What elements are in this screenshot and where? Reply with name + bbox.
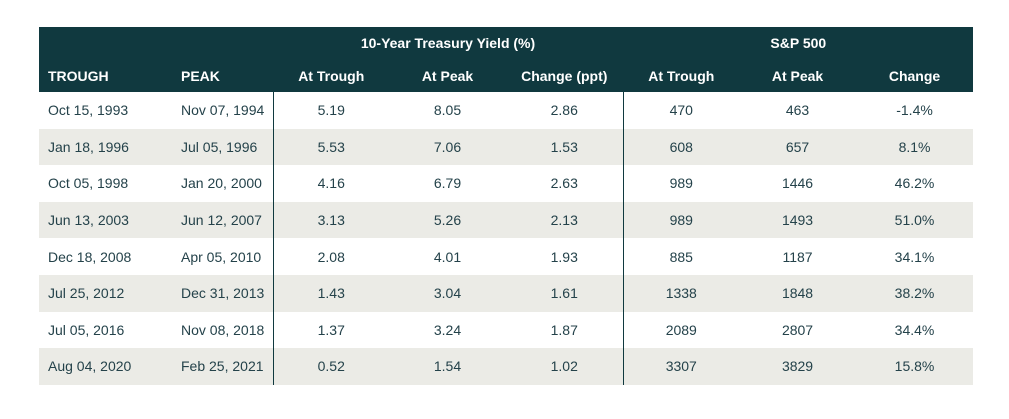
- header-column-row: TROUGH PEAK At Trough At Peak Change (pp…: [39, 59, 974, 92]
- column-header-peak: PEAK: [156, 59, 274, 92]
- sp-at-trough-cell: 470: [623, 92, 740, 129]
- table-row: Aug 04, 2020 Feb 25, 2021 0.52 1.54 1.02 3307…: [39, 348, 974, 385]
- sp-change-cell: 34.4%: [856, 311, 974, 349]
- sp-at-trough-cell: 885: [623, 238, 740, 275]
- yield-at-peak-cell: 5.26: [389, 201, 506, 239]
- yield-at-peak-cell: 7.06: [389, 128, 506, 166]
- sp-at-peak-cell: 1187: [739, 238, 857, 275]
- yield-change-cell: 2.13: [506, 201, 624, 239]
- column-header-yield-at-peak: At Peak: [389, 59, 506, 92]
- sp-at-trough-cell: 3307: [623, 348, 740, 385]
- column-header-yield-change: Change (ppt): [506, 59, 624, 92]
- yield-change-cell: 2.63: [506, 165, 624, 202]
- table-body: Oct 15, 1993 Nov 07, 1994 5.19 8.05 2.86 470 4…: [39, 92, 974, 385]
- header-group-row: 10-Year Treasury Yield (%) S&P 500: [39, 27, 974, 59]
- table-row: Oct 05, 1998 Jan 20, 2000 4.16 6.79 2.63 989 1…: [39, 165, 974, 202]
- table-row: Dec 18, 2008 Apr 05, 2010 2.08 4.01 1.93 885 1…: [39, 238, 974, 275]
- column-header-sp-at-trough: At Trough: [623, 59, 740, 92]
- sp-at-peak-cell: 463: [739, 92, 857, 129]
- sp-at-peak-cell: 3829: [739, 348, 857, 385]
- yield-change-cell: 2.86: [506, 92, 624, 129]
- trough-date-cell: Oct 05, 1998: [39, 165, 156, 202]
- peak-date-cell: Apr 05, 2010: [156, 238, 274, 275]
- yield-at-trough-cell: 5.19: [273, 92, 389, 129]
- trough-date-cell: Jun 13, 2003: [39, 201, 156, 239]
- yield-at-trough-cell: 1.37: [273, 311, 389, 349]
- sp-change-cell: 38.2%: [856, 274, 974, 312]
- sp-change-cell: 15.8%: [856, 348, 974, 385]
- sp-change-cell: 34.1%: [856, 238, 974, 275]
- yield-at-trough-cell: 3.13: [273, 201, 389, 239]
- sp-change-cell: 8.1%: [856, 128, 974, 166]
- table-row: Jun 13, 2003 Jun 12, 2007 3.13 5.26 2.13 989 1…: [39, 201, 974, 239]
- yield-change-cell: 1.02: [506, 348, 624, 385]
- sp-at-trough-cell: 608: [623, 128, 740, 166]
- sp-change-cell: -1.4%: [856, 92, 974, 129]
- sp-change-cell: 51.0%: [856, 201, 974, 239]
- table-row: Jul 25, 2012 Dec 31, 2013 1.43 3.04 1.61 1338…: [39, 274, 974, 312]
- table-row: Jul 05, 2016 Nov 08, 2018 1.37 3.24 1.87 2089…: [39, 311, 974, 349]
- peak-date-cell: Nov 08, 2018: [156, 311, 274, 349]
- trough-date-cell: Jul 25, 2012: [39, 274, 156, 312]
- header-group-dates: [39, 27, 274, 59]
- sp-at-peak-cell: 657: [739, 128, 857, 166]
- yield-at-peak-cell: 3.24: [389, 311, 506, 349]
- header-group-sp500: S&P 500: [623, 27, 974, 59]
- column-header-trough: TROUGH: [39, 59, 156, 92]
- trough-date-cell: Dec 18, 2008: [39, 238, 156, 275]
- sp-at-trough-cell: 1338: [623, 274, 740, 312]
- sp-at-peak-cell: 1848: [739, 274, 857, 312]
- yield-at-peak-cell: 8.05: [389, 92, 506, 129]
- yield-at-peak-cell: 4.01: [389, 238, 506, 275]
- column-header-yield-at-trough: At Trough: [273, 59, 389, 92]
- peak-date-cell: Jan 20, 2000: [156, 165, 274, 202]
- peak-date-cell: Feb 25, 2021: [156, 348, 274, 385]
- yield-sp500-table: 10-Year Treasury Yield (%) S&P 500 TROUG…: [39, 27, 974, 385]
- peak-date-cell: Dec 31, 2013: [156, 274, 274, 312]
- yield-change-cell: 1.53: [506, 128, 624, 166]
- sp-at-trough-cell: 989: [623, 165, 740, 202]
- trough-date-cell: Jul 05, 2016: [39, 311, 156, 349]
- table-header: 10-Year Treasury Yield (%) S&P 500 TROUG…: [39, 27, 974, 92]
- trough-date-cell: Aug 04, 2020: [39, 348, 156, 385]
- yield-at-trough-cell: 5.53: [273, 128, 389, 166]
- yield-change-cell: 1.87: [506, 311, 624, 349]
- column-header-sp-at-peak: At Peak: [739, 59, 857, 92]
- yield-at-peak-cell: 6.79: [389, 165, 506, 202]
- sp-at-trough-cell: 2089: [623, 311, 740, 349]
- yield-at-peak-cell: 3.04: [389, 274, 506, 312]
- sp-at-peak-cell: 1493: [739, 201, 857, 239]
- yield-at-trough-cell: 0.52: [273, 348, 389, 385]
- header-group-treasury: 10-Year Treasury Yield (%): [273, 27, 624, 59]
- data-table-container: 10-Year Treasury Yield (%) S&P 500 TROUG…: [39, 27, 974, 385]
- peak-date-cell: Jun 12, 2007: [156, 201, 274, 239]
- sp-at-peak-cell: 2807: [739, 311, 857, 349]
- peak-date-cell: Nov 07, 1994: [156, 92, 274, 129]
- yield-change-cell: 1.93: [506, 238, 624, 275]
- sp-at-peak-cell: 1446: [739, 165, 857, 202]
- trough-date-cell: Jan 18, 1996: [39, 128, 156, 166]
- yield-at-trough-cell: 1.43: [273, 274, 389, 312]
- yield-at-peak-cell: 1.54: [389, 348, 506, 385]
- column-header-sp-change: Change: [856, 59, 974, 92]
- table-row: Oct 15, 1993 Nov 07, 1994 5.19 8.05 2.86 470 4…: [39, 92, 974, 129]
- yield-change-cell: 1.61: [506, 274, 624, 312]
- sp-change-cell: 46.2%: [856, 165, 974, 202]
- trough-date-cell: Oct 15, 1993: [39, 92, 156, 129]
- yield-at-trough-cell: 4.16: [273, 165, 389, 202]
- table-row: Jan 18, 1996 Jul 05, 1996 5.53 7.06 1.53 608 6…: [39, 128, 974, 166]
- sp-at-trough-cell: 989: [623, 201, 740, 239]
- yield-at-trough-cell: 2.08: [273, 238, 389, 275]
- peak-date-cell: Jul 05, 1996: [156, 128, 274, 166]
